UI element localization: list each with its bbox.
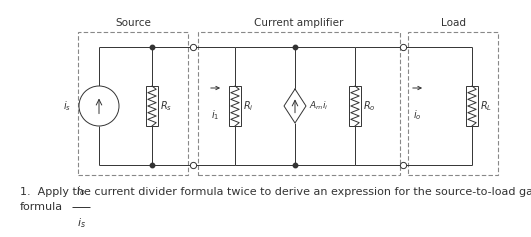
Text: $i_o$: $i_o$ — [76, 184, 85, 198]
Text: $R_L$: $R_L$ — [480, 99, 492, 113]
Text: Current amplifier: Current amplifier — [254, 18, 344, 28]
Text: 1.  Apply the current divider formula twice to derive an expression for the sour: 1. Apply the current divider formula twi… — [20, 187, 531, 197]
Polygon shape — [284, 89, 306, 123]
Bar — [198, 32, 400, 175]
Text: $i_o$: $i_o$ — [413, 108, 421, 122]
Circle shape — [79, 86, 119, 126]
Bar — [408, 32, 498, 175]
Bar — [78, 32, 188, 175]
Text: $i_s$: $i_s$ — [76, 216, 85, 230]
Text: $R_o$: $R_o$ — [363, 99, 375, 113]
Bar — [229, 86, 241, 126]
Bar — [466, 86, 478, 126]
Bar — [146, 86, 158, 126]
Text: $R_i$: $R_i$ — [243, 99, 254, 113]
Text: Load: Load — [441, 18, 466, 28]
Text: formula: formula — [20, 202, 63, 212]
Text: Source: Source — [115, 18, 151, 28]
Text: $i_s$: $i_s$ — [63, 99, 71, 113]
Text: $R_s$: $R_s$ — [160, 99, 172, 113]
Text: $A_m i_i$: $A_m i_i$ — [309, 100, 328, 112]
Text: $i_1$: $i_1$ — [211, 108, 219, 122]
Bar — [349, 86, 361, 126]
